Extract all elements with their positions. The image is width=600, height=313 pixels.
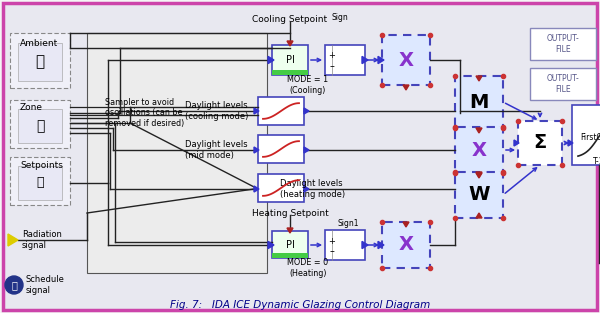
Polygon shape [287, 41, 293, 46]
Text: 📊: 📊 [36, 177, 44, 189]
Bar [530, 68, 596, 100]
Text: +: + [329, 52, 335, 60]
Text: Setpoints: Setpoints [20, 161, 63, 170]
Bar [10, 33, 70, 88]
Polygon shape [403, 222, 409, 227]
Bar [455, 127, 503, 173]
Bar [325, 230, 365, 260]
Polygon shape [304, 108, 309, 114]
Text: Daylight levels
(cooling mode): Daylight levels (cooling mode) [185, 101, 248, 121]
Polygon shape [476, 213, 482, 218]
Bar [87, 33, 267, 273]
Text: +: + [329, 237, 335, 245]
Bar [258, 135, 304, 163]
Circle shape [5, 276, 23, 294]
Bar [518, 121, 562, 165]
Polygon shape [403, 85, 409, 90]
Bar [272, 70, 308, 75]
Polygon shape [304, 186, 309, 192]
Bar [455, 172, 503, 218]
Text: OUTPUT-
FILE: OUTPUT- FILE [547, 34, 580, 54]
Text: 🕐: 🕐 [11, 280, 17, 290]
Text: Ambient: Ambient [20, 38, 58, 48]
Polygon shape [268, 241, 274, 249]
Polygon shape [8, 234, 18, 246]
Bar [382, 35, 430, 85]
Text: Cooling Setpoint: Cooling Setpoint [253, 16, 328, 24]
Text: Schedule
signal: Schedule signal [26, 275, 65, 295]
Polygon shape [514, 140, 519, 146]
Text: X: X [398, 235, 413, 254]
Bar [258, 174, 304, 202]
Bar [382, 222, 430, 268]
Polygon shape [254, 108, 259, 114]
Polygon shape [268, 56, 274, 64]
Bar [258, 97, 304, 125]
Polygon shape [378, 241, 384, 249]
Text: Radiation
signal: Radiation signal [22, 230, 62, 250]
Text: 🗃: 🗃 [36, 119, 44, 133]
Text: PI: PI [286, 55, 295, 65]
Text: PI: PI [286, 240, 295, 250]
Text: Sampler to avoid
oscillations (can be
removed if desired): Sampler to avoid oscillations (can be re… [105, 98, 184, 128]
Text: T-1: T-1 [593, 156, 600, 166]
Text: Sign1: Sign1 [337, 218, 359, 228]
Text: Fig. 7:   IDA ICE Dynamic Glazing Control Diagram: Fig. 7: IDA ICE Dynamic Glazing Control … [170, 300, 430, 310]
Text: OUTPUT-
FILE: OUTPUT- FILE [547, 74, 580, 94]
Polygon shape [362, 241, 368, 249]
Polygon shape [304, 147, 309, 153]
Bar [10, 157, 70, 205]
Bar [325, 45, 365, 75]
Polygon shape [254, 186, 259, 192]
Polygon shape [476, 76, 482, 81]
Text: Daylight levels
(mid mode): Daylight levels (mid mode) [185, 140, 248, 160]
Polygon shape [476, 128, 482, 133]
Polygon shape [254, 147, 259, 153]
Text: W: W [468, 186, 490, 204]
Text: X: X [398, 50, 413, 69]
Text: MODE = 0
(Heating): MODE = 0 (Heating) [287, 258, 329, 278]
Bar [572, 105, 600, 165]
Bar [272, 253, 308, 258]
Bar [18, 43, 62, 81]
Text: FirstOrder: FirstOrder [580, 134, 600, 142]
Text: 🌤: 🌤 [35, 54, 44, 69]
Bar [272, 231, 308, 258]
Text: Sign: Sign [332, 13, 349, 22]
Bar [10, 100, 70, 148]
Text: X: X [472, 141, 487, 160]
Bar [530, 28, 596, 60]
Text: Heating Setpoint: Heating Setpoint [251, 208, 328, 218]
Polygon shape [476, 173, 482, 178]
Text: M: M [469, 93, 488, 111]
Polygon shape [568, 140, 573, 146]
Polygon shape [287, 228, 293, 233]
Polygon shape [476, 172, 482, 177]
Polygon shape [378, 56, 384, 64]
Text: –: – [329, 246, 334, 256]
Text: Σ: Σ [533, 134, 547, 152]
Bar [455, 76, 503, 128]
Bar [18, 166, 62, 200]
Text: Daylight levels
(heating mode): Daylight levels (heating mode) [280, 179, 345, 199]
Text: MODE = 1
(Cooling): MODE = 1 (Cooling) [287, 75, 329, 95]
Bar [272, 45, 308, 75]
Text: –: – [329, 61, 334, 71]
Text: Zone: Zone [20, 104, 43, 112]
Polygon shape [362, 56, 368, 64]
Bar [18, 109, 62, 143]
